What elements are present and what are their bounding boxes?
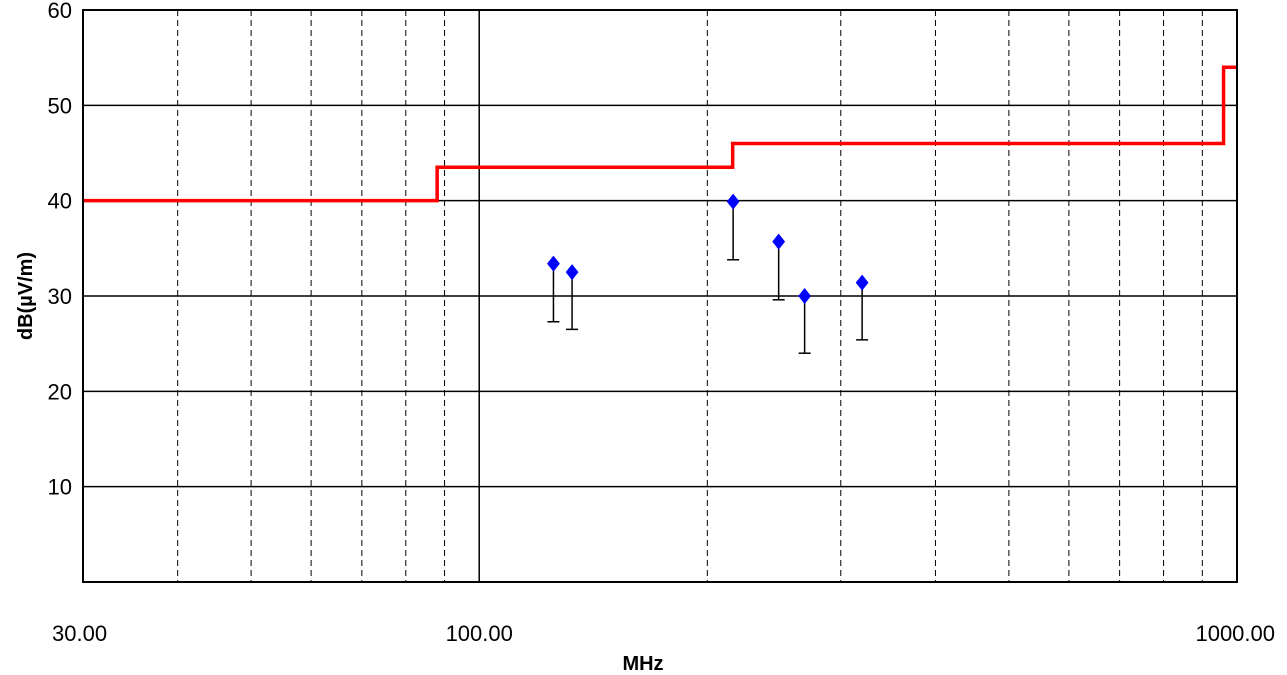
data-point — [547, 255, 560, 323]
x-tick-label: 1000.00 — [1195, 621, 1275, 646]
limit-step-line — [83, 65, 1237, 203]
limit-line — [83, 65, 1237, 203]
x-axis-title: MHz — [622, 653, 663, 675]
measurement-points — [547, 193, 869, 354]
x-tick-label: 30.00 — [52, 621, 107, 646]
tick-labels: 10 20 30 40 50 60 30.00 100.00 1000.00 — [48, 0, 1275, 646]
data-point — [855, 274, 869, 341]
y-tick-label: 10 — [48, 475, 72, 500]
y-tick-label: 60 — [48, 0, 72, 23]
data-point — [772, 233, 786, 301]
diamond-marker — [547, 255, 560, 272]
plot-frame — [82, 9, 1238, 583]
diamond-marker — [772, 233, 786, 250]
grid — [83, 9, 1237, 582]
diamond-marker — [565, 264, 579, 281]
diamond-marker — [855, 274, 869, 291]
diamond-marker — [726, 193, 740, 210]
data-point — [798, 288, 812, 354]
y-tick-label: 50 — [48, 93, 72, 118]
y-tick-label: 20 — [48, 379, 72, 404]
y-tick-label: 40 — [48, 189, 72, 214]
y-tick-label: 30 — [48, 284, 72, 309]
diamond-marker — [798, 288, 812, 304]
y-axis-title: dB(µV/m) — [15, 252, 37, 340]
data-point — [726, 193, 740, 261]
x-tick-label: 100.00 — [446, 621, 513, 646]
data-point — [565, 264, 579, 331]
